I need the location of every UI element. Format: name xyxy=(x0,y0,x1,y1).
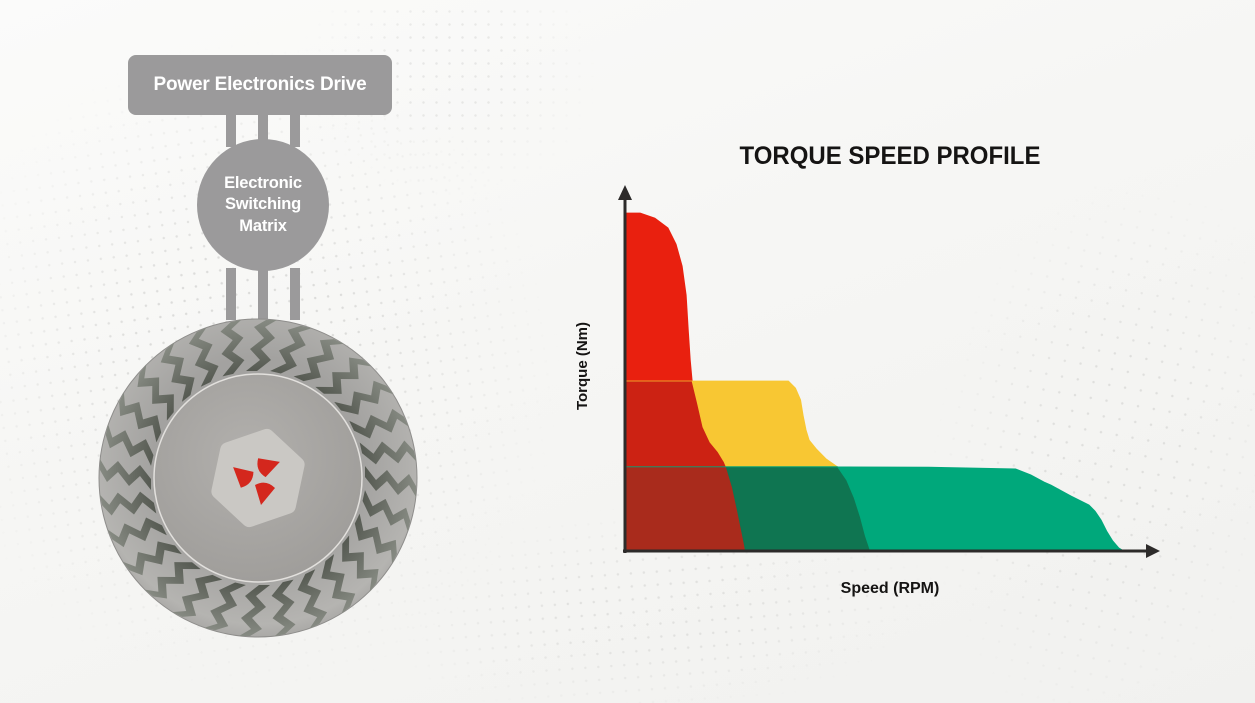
connector-line xyxy=(290,268,300,320)
connector-line xyxy=(226,268,236,320)
y-axis-label: Torque (Nm) xyxy=(574,321,591,411)
power-electronics-drive-label: Power Electronics Drive xyxy=(153,74,367,95)
hub xyxy=(211,428,305,528)
x-axis-arrow-icon xyxy=(1146,544,1160,558)
power-electronics-drive-box: Power Electronics Drive xyxy=(128,55,392,115)
brand-logo-icon xyxy=(233,458,280,505)
electronic-switching-matrix-label: Electronic Switching Matrix xyxy=(224,173,302,235)
electronic-switching-matrix-circle: Electronic Switching Matrix xyxy=(197,139,329,271)
chart-title: TORQUE SPEED PROFILE xyxy=(739,142,1041,170)
area-zone-high-torque-envelope-red-band0 xyxy=(624,212,693,382)
y-axis-arrow-icon xyxy=(618,185,632,200)
x-axis-label: Speed (RPM) xyxy=(840,580,940,597)
motor-illustration xyxy=(98,318,418,638)
connector-line xyxy=(258,268,268,320)
area-zone-mid-torque-envelope-yellow-band1 xyxy=(625,380,839,468)
area-zone-high-torque-envelope-red-band2 xyxy=(624,466,746,552)
connector-line xyxy=(226,113,236,147)
chart-areas xyxy=(624,212,1126,552)
connector-line xyxy=(258,113,268,147)
connector-line xyxy=(290,113,300,147)
area-zone-high-speed-envelope-green-band2 xyxy=(625,466,1126,552)
